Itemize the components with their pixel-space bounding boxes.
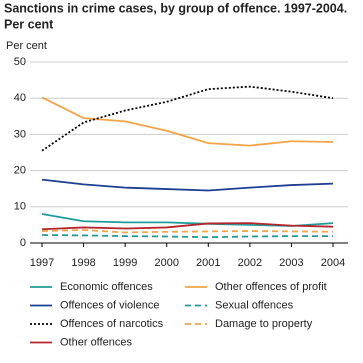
y-tick-label: 30: [14, 128, 26, 140]
legend-label: Sexual offences: [215, 299, 294, 311]
x-tick-label: 1997: [30, 257, 54, 269]
chart-subtitle: Per cent: [4, 17, 54, 31]
series-line: [41, 96, 334, 147]
x-tick-label: 2004: [321, 257, 345, 269]
series-line: [41, 178, 334, 192]
x-tick-label: 2003: [279, 257, 303, 269]
legend-label: Damage to property: [215, 318, 313, 330]
y-tick-label: 40: [14, 92, 26, 104]
legend-label: Other offences: [60, 336, 132, 348]
y-tick-label: 50: [14, 56, 26, 68]
x-tick-label: 1998: [71, 257, 95, 269]
series-line: [41, 229, 334, 234]
y-axis-label: Per cent: [6, 40, 47, 52]
series-line: [41, 85, 334, 152]
series-line: [41, 234, 333, 239]
x-tick-label: 2001: [196, 257, 220, 269]
legend-label: Offences of narcotics: [60, 318, 164, 330]
series-line: [41, 222, 334, 231]
x-tick-label: 2000: [154, 257, 178, 269]
x-tick-label: 1999: [113, 257, 137, 269]
series-line: [41, 213, 334, 227]
y-tick-label: 0: [20, 237, 26, 249]
legend-label: Other offences of profit: [215, 281, 327, 293]
y-tick-label: 20: [14, 165, 26, 177]
legend-label: Offences of violence: [60, 299, 159, 311]
x-tick-label: 2002: [238, 257, 262, 269]
legend-label: Economic offences: [60, 281, 153, 293]
y-tick-label: 10: [14, 201, 26, 213]
chart-title: Sanctions in crime cases, by group of of…: [4, 1, 347, 15]
